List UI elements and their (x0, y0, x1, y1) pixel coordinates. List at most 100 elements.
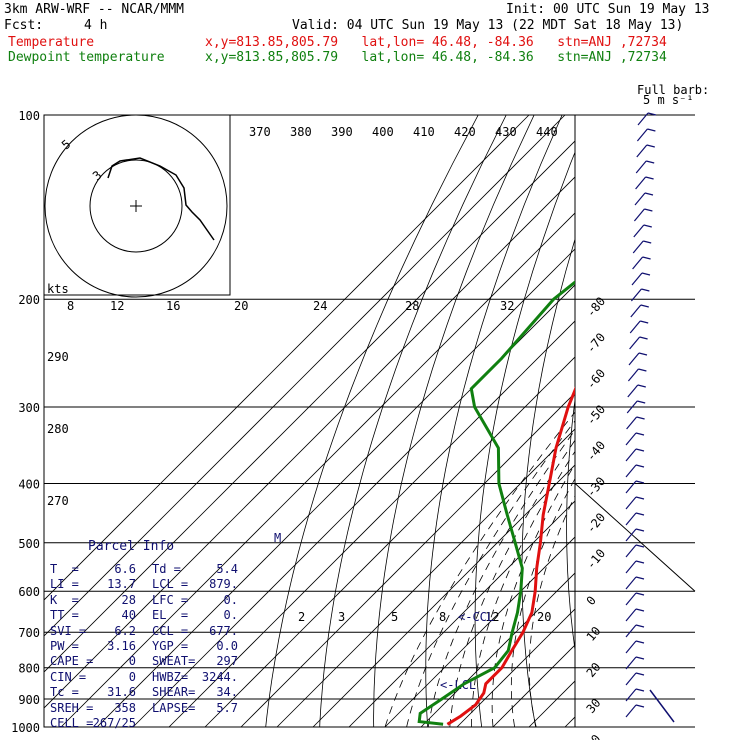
dry-adiabat-label: 290 (47, 350, 69, 364)
wind-barb (637, 112, 649, 126)
wind-barb-flag (640, 304, 649, 308)
wind-barb (625, 544, 637, 558)
wind-barb (633, 224, 645, 238)
isotherm (132, 284, 575, 727)
hodograph-speed-label: 16 (166, 299, 180, 313)
isotherm (204, 356, 575, 727)
dewpoint-location: x,y=813.85,805.79 lat,lon= 46.48, -84.36… (205, 50, 667, 65)
isotherm (44, 115, 566, 637)
isotherm (44, 176, 575, 709)
hodograph-trace (107, 157, 215, 241)
parcel-info-rv: 34. (216, 685, 238, 700)
grid-lines (44, 115, 740, 727)
parcel-info-title: Parcel Info (88, 539, 175, 554)
wind-barb-flag (637, 400, 646, 404)
dry-adiabat (474, 151, 575, 727)
parcel-info-lv: 13.7 (107, 577, 136, 592)
parcel-info-lv: 358 (114, 700, 136, 715)
wind-barb (626, 400, 638, 414)
wind-barb (630, 304, 642, 318)
wind-barb (625, 512, 637, 526)
pressure-tick-label: 600 (18, 585, 40, 599)
wind-barb-flag (646, 160, 655, 164)
wind-barb (627, 384, 639, 398)
wind-barb (632, 240, 644, 254)
parcel-info-lv: 6.6 (114, 562, 136, 576)
dry-adiabat (689, 115, 740, 727)
parcel-info-rv: 5.4 (216, 562, 238, 576)
wind-barb-flag (643, 224, 652, 228)
barb-legend-line1: Full barb: (637, 83, 709, 97)
wind-barb (628, 352, 640, 366)
wind-barb-flag (635, 576, 645, 580)
init-time: Init: 00 UTC Sun 19 May 13 (506, 2, 710, 17)
moist-adiabat (528, 494, 575, 727)
wind-barb (625, 608, 637, 622)
pressure-tick-label: 100 (18, 109, 40, 123)
isotherm (601, 115, 740, 727)
isotherm-label: 40 (584, 732, 604, 740)
parcel-info-r: YGP = (152, 639, 189, 653)
mixing-ratio-label: 2 (298, 610, 305, 624)
dry-adiabat (373, 115, 535, 727)
wind-barb-flag (635, 496, 645, 500)
hodograph-kts-label: kts (47, 282, 69, 296)
wind-barb-flag (635, 560, 645, 564)
moist-adiabat (491, 463, 575, 727)
parcel-info-l: T = (50, 562, 79, 576)
parcel-info-l: SREH = (50, 700, 94, 715)
parcel-info-lv: 31.6 (107, 685, 136, 700)
wind-barb (625, 448, 637, 462)
isotherm (456, 608, 575, 727)
isotherm-label: -60 (584, 366, 609, 392)
parcel-info-lv: 267/25 (92, 716, 136, 730)
model-title: 3km ARW-WRF -- NCAR/MMM (4, 2, 185, 17)
hodograph-speed-label: 24 (313, 299, 327, 313)
wind-barb-flag (640, 320, 649, 324)
pressure-tick-label: 700 (18, 626, 40, 640)
parcel-info-l: K = (50, 592, 79, 607)
wind-barb-flag (635, 432, 645, 436)
barb-legend-line2: 5 m s⁻¹ (643, 93, 694, 107)
forecast-label: Fcst: (4, 18, 44, 33)
moist-adiabat (510, 477, 575, 727)
dry-adiabat (726, 115, 740, 727)
hodograph-speed-label: 20 (234, 299, 248, 313)
wind-barb (631, 272, 643, 286)
pressure-tick-label: 200 (18, 293, 40, 307)
wind-barb-flag (635, 448, 645, 452)
wind-barb (625, 480, 637, 494)
wind-barb-flag (635, 464, 645, 468)
theta-label: 370 (249, 125, 271, 139)
mixing-ratio-label: 20 (537, 610, 551, 624)
parcel-info-r: LAPSE= (152, 700, 196, 715)
moist-adiabat (427, 429, 575, 727)
wind-barb-flag (641, 272, 651, 276)
dry-adiabat (566, 397, 575, 653)
parcel-info-lv: 28 (121, 592, 136, 607)
moist-adiabat (406, 420, 575, 727)
wind-barb (629, 336, 641, 350)
wind-barb-flag (635, 640, 645, 644)
wind-barb-flag (645, 176, 654, 180)
wind-barb (636, 128, 648, 142)
parcel-info-l: SVI = (50, 623, 87, 638)
isotherm (60, 212, 575, 727)
parcel-info-lv: 40 (121, 608, 136, 623)
theta-label: 400 (372, 125, 394, 139)
wind-barb-flag (635, 688, 645, 692)
isotherm-label: -20 (584, 510, 609, 536)
parcel-info-box: Parcel Info T = 6.6 Td = 5.4 LI = 13.7 LCL = 87… (44, 537, 240, 730)
pressure-tick-label: 500 (18, 537, 40, 551)
isotherm-label: -70 (584, 330, 609, 356)
dry-adiabat-label: 270 (47, 494, 69, 508)
wind-barb (625, 576, 637, 590)
isotherm (44, 115, 530, 601)
wind-barb-flag (635, 528, 645, 532)
isotherm (96, 248, 575, 727)
wind-barb (625, 496, 637, 510)
hodograph-speed-label: 28 (405, 299, 419, 313)
isotherm (492, 644, 575, 727)
moist-adiabat (449, 439, 575, 727)
